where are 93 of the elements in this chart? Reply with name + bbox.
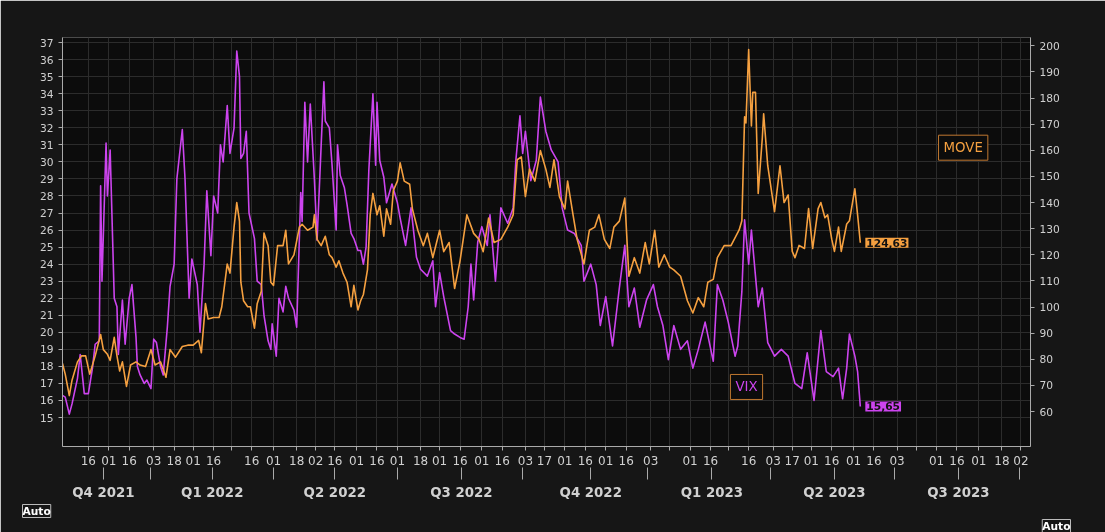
y2-tick-label: 130	[1039, 222, 1061, 236]
x2-tick-label: Q2 2023	[803, 484, 866, 500]
y-tick-label: 24	[39, 258, 54, 272]
x-tick-label: 01	[557, 453, 573, 468]
x-tick-label: 18	[166, 453, 182, 468]
y-tick-label: 36	[39, 53, 54, 67]
x-tick-label: 01	[185, 453, 201, 468]
x-tick-label: 17	[784, 453, 800, 468]
x-tick-label: 01	[928, 453, 945, 468]
y2-tick-label: 80	[1039, 353, 1054, 367]
y2-tick-label: 170	[1039, 118, 1061, 132]
y2-tick-label: 200	[1039, 39, 1061, 53]
y2-tick-label: 180	[1039, 92, 1061, 106]
x2-tick-label: Q4 2022	[559, 484, 622, 500]
x-tick-label: 16	[741, 453, 757, 468]
y-tick-label: 37	[39, 36, 54, 50]
y-tick-label: 26	[39, 224, 54, 238]
x-tick-label: 01	[803, 453, 819, 468]
y-tick-label: 35	[39, 70, 54, 84]
x-tick-label: 16	[702, 453, 719, 468]
y-tick-label: 22	[39, 292, 54, 306]
x-tick-label: 17	[536, 453, 553, 468]
x-tick-label: 03	[765, 453, 781, 468]
y-tick-label: 28	[39, 189, 54, 203]
y2-tick-label: 190	[1039, 65, 1061, 79]
y-tick-label: 20	[39, 326, 54, 340]
x-tick-label: 02	[308, 453, 324, 468]
x-tick-label: 16	[80, 453, 97, 468]
x-tick-label: 01	[474, 453, 490, 468]
y-tick-label: 32	[39, 121, 54, 135]
data-label: 15,65	[866, 400, 901, 414]
x-tick-label: 01	[682, 453, 698, 468]
x-tick-label: 01	[389, 453, 406, 468]
x-tick-label: 16	[327, 453, 343, 468]
x-tick-label: 16	[949, 453, 965, 468]
x-tick-label: 01	[598, 453, 614, 468]
x-tick-label: 18	[412, 453, 429, 468]
y2-tick-label: 140	[1039, 196, 1061, 210]
x-tick-label: 16	[452, 453, 468, 468]
x-tick-label: 02	[1013, 453, 1029, 468]
y2-tick-label: 110	[1039, 274, 1061, 288]
y-tick-label: 16	[39, 394, 54, 408]
y2-tick-label: 160	[1039, 144, 1061, 158]
y-tick-label: 23	[39, 275, 54, 289]
y2-tick-label: 60	[1039, 405, 1054, 419]
y-tick-label: 34	[39, 87, 54, 101]
x-tick-label: 16	[121, 453, 137, 468]
x-tick-label: 16	[369, 453, 385, 468]
y-tick-label: 21	[39, 309, 54, 323]
text: Auto	[1042, 519, 1071, 532]
x-tick-label: 16	[205, 453, 222, 468]
y2-tick-label: 70	[1039, 379, 1054, 393]
x2-tick-label: Q3 2022	[430, 484, 493, 500]
x-tick-label: 03	[517, 453, 534, 468]
y2-tick-label: 120	[1039, 248, 1061, 262]
y-tick-label: 31	[39, 138, 54, 152]
x-tick-label: 01	[348, 453, 365, 468]
text: MOVE	[943, 140, 983, 156]
x-tick-label: 16	[494, 453, 510, 468]
x-tick-label: 01	[431, 453, 448, 468]
y-tick-label: 30	[39, 155, 54, 169]
x2-tick-label: Q1 2022	[181, 484, 244, 500]
x-tick-label: 18	[289, 453, 305, 468]
x-tick-label: 03	[643, 453, 659, 468]
x-tick-label: 16	[244, 453, 260, 468]
x2-tick-label: Q2 2022	[303, 484, 366, 500]
x-tick-label: 16	[866, 453, 882, 468]
x2-tick-label: Q3 2023	[927, 484, 990, 500]
y-tick-label: 33	[39, 104, 54, 118]
x-tick-label: 16	[618, 453, 634, 468]
y2-tick-label: 150	[1039, 170, 1061, 184]
y-tick-label: 25	[39, 241, 54, 255]
x-tick-label: 01	[971, 453, 987, 468]
y-tick-label: 27	[39, 207, 54, 221]
x-tick-label: 03	[889, 453, 905, 468]
y-tick-label: 19	[39, 343, 54, 357]
y-tick-label: 15	[39, 411, 54, 425]
x-tick-label: 16	[577, 453, 593, 468]
x-tick-label: 16	[824, 453, 840, 468]
y2-tick-label: 90	[1039, 327, 1054, 341]
y-tick-label: 17	[39, 377, 54, 391]
x-tick-label: 03	[146, 453, 162, 468]
x-tick-label: 01	[845, 453, 862, 468]
x2-tick-label: Q1 2023	[680, 484, 744, 500]
x2-tick-label: Q4 2021	[72, 484, 135, 500]
y2-tick-label: 100	[1039, 301, 1061, 315]
data-label: 124,63	[866, 236, 908, 250]
y-tick-label: 29	[39, 172, 54, 186]
x-tick-label: 01	[101, 453, 117, 468]
x-tick-label: 18	[994, 453, 1010, 468]
y-tick-label: 18	[39, 360, 54, 374]
x-tick-label: 01	[265, 453, 282, 468]
series-label: VIX	[735, 379, 758, 395]
